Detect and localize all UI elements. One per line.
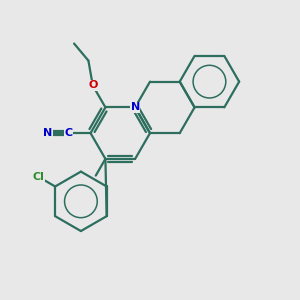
Text: N: N <box>130 102 140 112</box>
Text: Cl: Cl <box>32 172 44 182</box>
Text: C: C <box>64 128 72 138</box>
Text: N: N <box>43 128 52 138</box>
Text: O: O <box>88 80 98 91</box>
